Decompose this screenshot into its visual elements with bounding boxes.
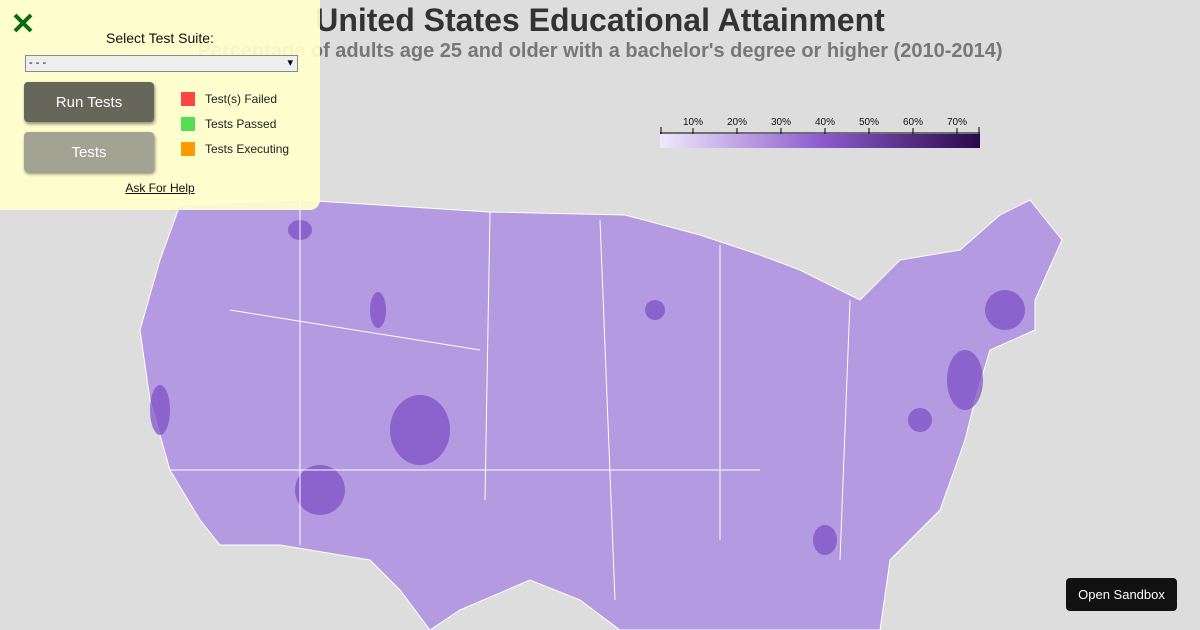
legend-tick-label: 70% — [947, 117, 967, 128]
run-tests-button[interactable]: Run Tests — [24, 82, 154, 122]
open-sandbox-button[interactable]: Open Sandbox — [1066, 578, 1177, 611]
status-text: Tests Executing — [205, 142, 290, 156]
close-icon[interactable] — [12, 12, 34, 34]
legend-tick-label: 60% — [903, 117, 923, 128]
status-passed: Tests Passed — [181, 117, 276, 131]
status-text: Test(s) Failed — [205, 92, 278, 106]
state-borders — [170, 200, 851, 601]
legend-tick-label: 40% — [815, 117, 835, 128]
legend-ticks: 10% 20% 30% 40% 50% 60% 70% — [660, 117, 980, 134]
legend-tick-label: 10% — [683, 117, 703, 128]
legend-tick-label: 50% — [859, 117, 879, 128]
suite-label: Select Test Suite: — [106, 30, 214, 46]
select-text: - - - — [29, 57, 47, 69]
map-regions — [150, 220, 1025, 555]
help-link[interactable]: Ask For Help — [125, 181, 195, 195]
legend-tick-label: 20% — [727, 117, 747, 128]
test-panel: Select Test Suite: - - - ▾ Run Tests Test… — [0, 0, 320, 210]
subtitle: Percentage of adults age 25 and older wi… — [197, 40, 1003, 62]
legend-tick-label: 30% — [771, 117, 791, 128]
status-text: Tests Passed — [205, 117, 277, 131]
suite-select[interactable]: - - - ▾ — [25, 55, 298, 72]
tests-button[interactable]: Tests — [24, 132, 154, 172]
status-executing: Tests Executing — [181, 142, 289, 156]
title: United States Educational Attainment — [315, 2, 885, 38]
legend-bar — [660, 134, 980, 148]
status-failed: Test(s) Failed — [181, 92, 277, 106]
